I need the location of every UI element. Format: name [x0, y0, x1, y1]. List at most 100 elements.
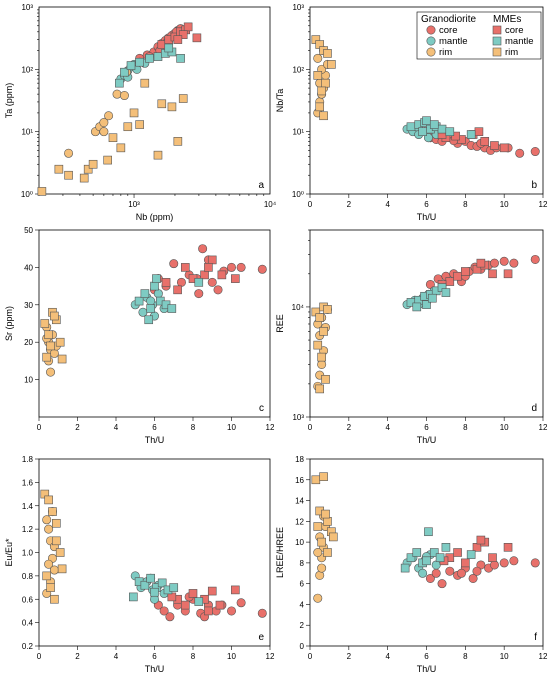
granodiorite-core-point: [445, 566, 455, 576]
x-tick-label: 4: [385, 200, 390, 209]
granodiorite-rim-point: [104, 111, 114, 121]
y-axis-label: Ta (ppm): [4, 83, 14, 119]
mmes-rim-point: [140, 78, 150, 88]
y-tick-label: 16: [295, 476, 304, 485]
mmes-rim-point: [57, 354, 67, 364]
legend-box: [416, 11, 542, 60]
x-tick-label: 2: [347, 423, 352, 432]
x-tick-label: 10: [500, 200, 509, 209]
x-tick-label: 2: [75, 652, 80, 661]
mmes-rim-point: [44, 495, 53, 505]
mmes-mantle-point: [428, 293, 437, 303]
mmes-mantle-point: [150, 587, 159, 597]
y-tick-label: 0.4: [22, 619, 34, 628]
mmes-core-point: [173, 285, 182, 295]
legend-mmes-core-marker: [492, 25, 502, 35]
mmes-rim-point: [88, 159, 98, 169]
mmes-core-point: [204, 606, 213, 616]
mmes-rim-point: [313, 71, 323, 80]
granodiorite-core-point: [515, 148, 525, 158]
y-tick-label: 1.6: [22, 478, 34, 487]
mmes-rim-point: [323, 517, 332, 526]
y-axis-label: LREE/HREE: [275, 527, 285, 578]
x-tick-label: 12: [266, 423, 275, 432]
x-tick-label: 0: [308, 200, 313, 209]
mmes-rim-point: [83, 164, 93, 174]
mmes-mantle-point: [437, 124, 447, 134]
panel-letter: b: [531, 180, 537, 191]
mmes-mantle-point: [135, 57, 144, 67]
y-tick-label: 10³: [292, 413, 304, 422]
granodiorite-core-point: [227, 606, 237, 616]
x-tick-label: 0: [308, 423, 313, 432]
granodiorite-core-point: [257, 264, 267, 274]
mmes-core-point: [178, 30, 188, 39]
panel-letter: f: [534, 632, 537, 643]
x-tick-label: 8: [191, 652, 196, 661]
y-tick-label: 10³: [292, 3, 304, 12]
x-axis-label: Th/U: [417, 664, 437, 674]
mmes-rim-point: [135, 120, 144, 129]
y-tick-label: 10³: [21, 3, 33, 12]
y-tick-label: 1.8: [22, 455, 34, 464]
mmes-rim-point: [52, 518, 61, 528]
granodiorite-core-point: [530, 254, 540, 264]
mmes-rim-point: [319, 327, 328, 336]
y-tick-label: 0.2: [22, 642, 34, 651]
granodiorite-mantle-point: [431, 560, 441, 570]
x-tick-label: 6: [152, 652, 157, 661]
plot-frame: [309, 229, 544, 418]
x-tick-label: 0: [37, 652, 42, 661]
y-tick-label: 10: [24, 376, 33, 385]
granodiorite-core-point: [509, 258, 519, 268]
mmes-core-point: [204, 263, 213, 272]
granodiorite-rim-point: [46, 367, 56, 377]
x-tick-label: 8: [463, 200, 468, 209]
granodiorite-core-point: [499, 558, 509, 568]
y-tick-label: 8: [300, 559, 305, 568]
legend-granodiorite-rim-marker: [426, 47, 436, 57]
mmes-rim-point: [321, 375, 330, 384]
mmes-mantle-point: [406, 553, 416, 562]
granodiorite-core-point: [499, 256, 509, 266]
mmes-mantle-point: [422, 116, 431, 125]
granodiorite-core-point: [489, 560, 499, 570]
mmes-rim-point: [323, 305, 332, 314]
granodiorite-rim-point: [112, 89, 122, 99]
granodiorite-mantle-point: [153, 289, 163, 299]
legend-mmes-mantle-label: mantle: [505, 36, 534, 47]
mmes-mantle-point: [406, 122, 416, 132]
x-tick-label: 6: [424, 200, 429, 209]
panels: 10³ 10⁴ 10⁰ 10¹ 10² 10³ Nb (ppm) Ta (ppm) a 0 2 4 6 8…: [4, 3, 548, 674]
granodiorite-rim-point: [44, 559, 54, 569]
x-axis-label: Th/U: [417, 212, 437, 222]
mmes-rim-point: [323, 49, 332, 58]
mmes-mantle-point: [134, 296, 144, 306]
y-tick-label: 0.6: [22, 595, 34, 604]
granodiorite-core-point: [257, 608, 267, 618]
granodiorite-core-point: [198, 244, 208, 254]
mmes-rim-point: [178, 94, 188, 103]
mmes-mantle-point: [120, 67, 129, 77]
plot-frame: [38, 458, 271, 647]
mmes-core-point: [490, 141, 499, 150]
x-tick-label: 12: [539, 200, 548, 209]
legend-header-granodiorite: Granodiorite: [421, 14, 476, 25]
mmes-mantle-point: [152, 274, 161, 283]
x-tick-label: 10: [227, 652, 236, 661]
legend-granodiorite-core-label: core: [439, 25, 457, 36]
mmes-core-point: [181, 263, 190, 272]
y-tick-label: 18: [295, 455, 304, 464]
granodiorite-rim-point: [99, 118, 109, 128]
y-tick-label: 1.4: [22, 502, 34, 511]
mmes-rim-point: [157, 99, 167, 109]
legend-mmes-core-label: core: [505, 25, 523, 36]
legend-granodiorite-mantle-marker: [426, 36, 436, 46]
y-axis-label: REE: [275, 314, 285, 333]
granodiorite-core-point: [194, 289, 204, 299]
x-tick-label: 6: [152, 423, 157, 432]
mmes-mantle-point: [422, 300, 431, 309]
granodiorite-core-point: [509, 556, 519, 566]
x-tick-label: 6: [424, 652, 429, 661]
mmes-rim-point: [50, 311, 59, 321]
